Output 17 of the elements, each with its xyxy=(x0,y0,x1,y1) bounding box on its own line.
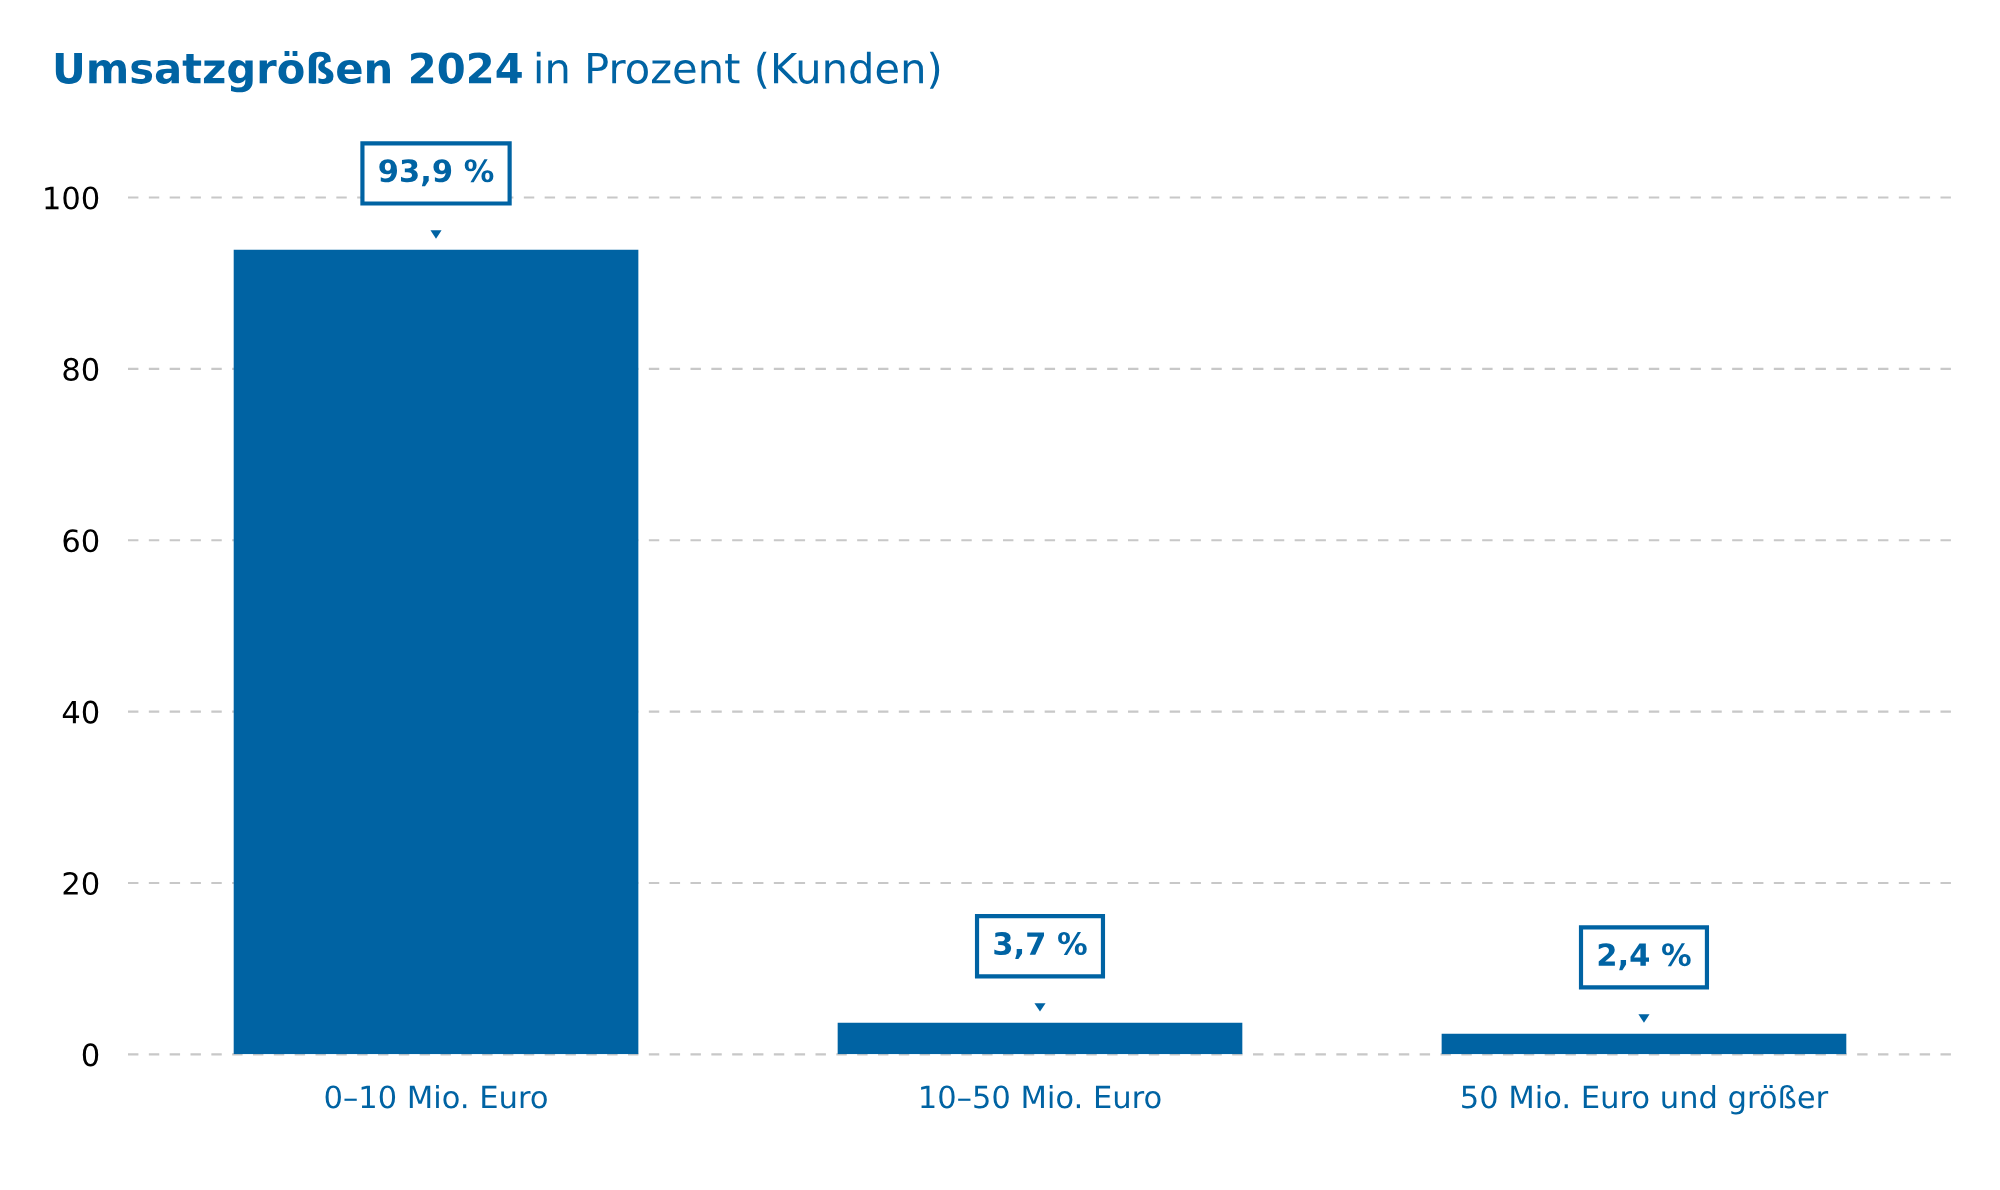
y-tick-label: 20 xyxy=(63,871,99,896)
y-tick-label: 40 xyxy=(62,700,99,724)
y-tick-label: 80 xyxy=(63,357,99,381)
data-label: 3,7 % xyxy=(994,932,1087,960)
y-tick-label: 60 xyxy=(63,529,99,553)
x-tick-label: 10–50 Mio. Euro xyxy=(921,1084,1161,1109)
x-tick-label: 0–10 Mio. Euro xyxy=(325,1084,547,1109)
bar xyxy=(837,1022,1243,1055)
chart-subtitle: in Prozent (Kunden) xyxy=(536,51,940,89)
y-tick-label: 0 xyxy=(82,1043,99,1067)
chart-title: Umsatzgrößen 2024 xyxy=(55,51,522,93)
bar xyxy=(1441,1033,1847,1055)
y-tick-label: 100 xyxy=(45,186,99,210)
x-tick-label: 50 Mio. Euro und größer xyxy=(1462,1084,1829,1115)
data-label: 2,4 % xyxy=(1598,943,1691,971)
data-label: 93,9 % xyxy=(379,159,494,187)
bar xyxy=(233,249,639,1055)
